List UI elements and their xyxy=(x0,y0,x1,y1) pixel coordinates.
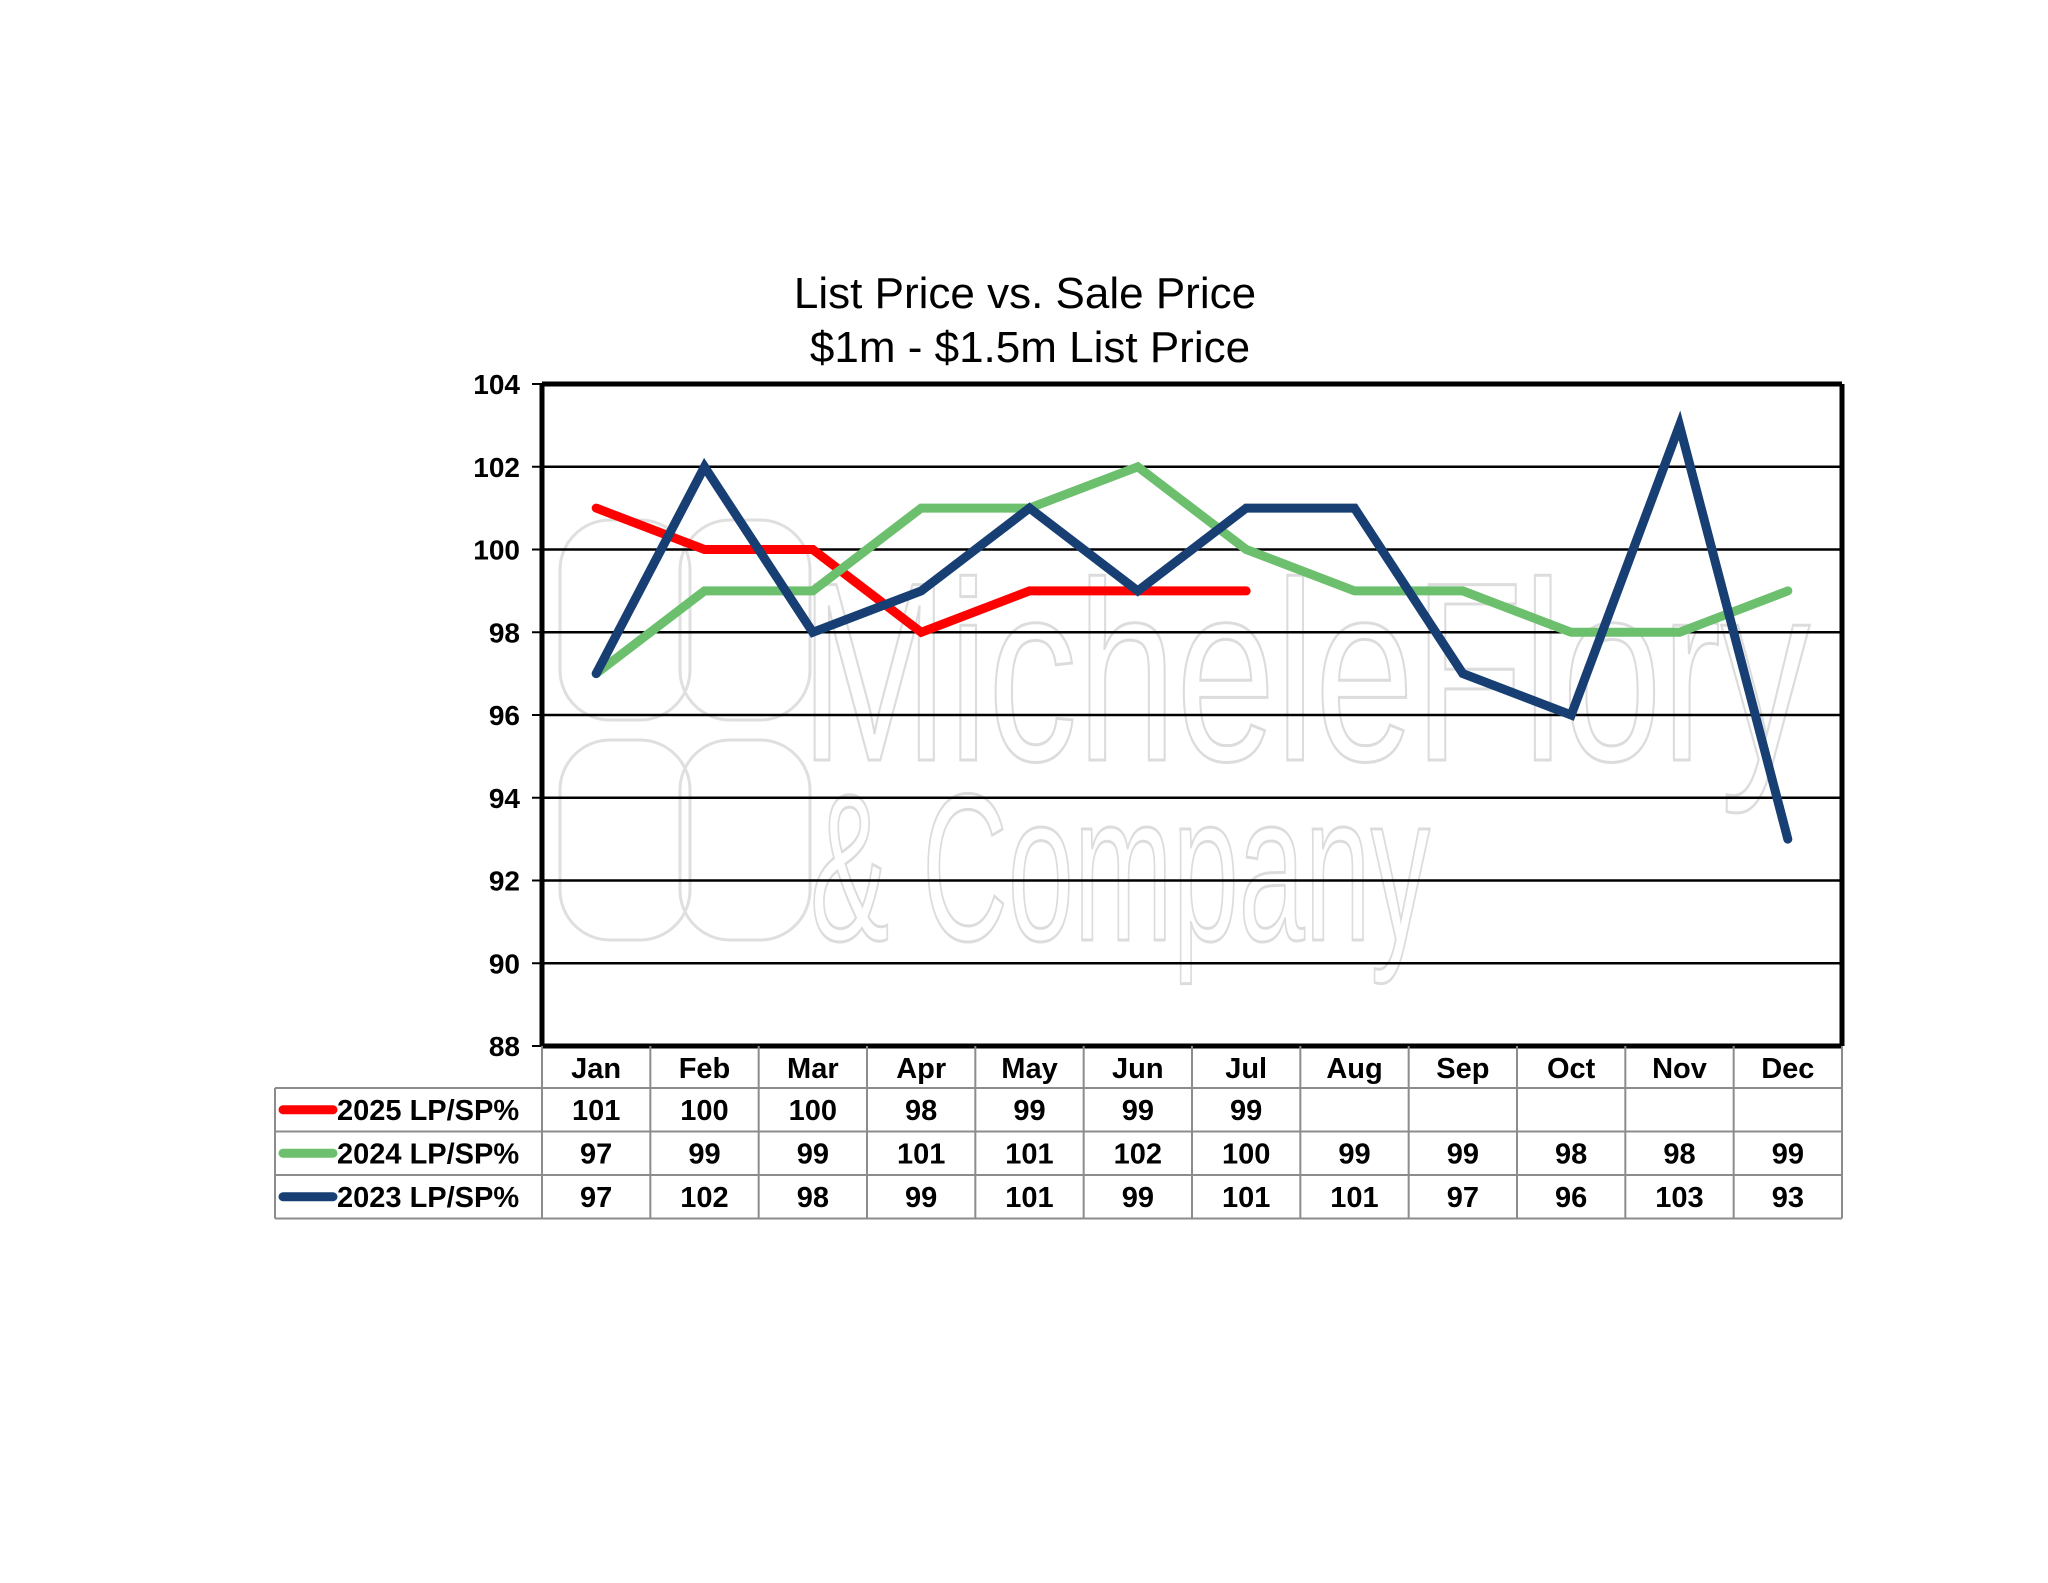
x-tick-label-feb: Feb xyxy=(679,1053,731,1085)
y-tick-label-88: 88 xyxy=(489,1031,520,1062)
x-tick-label-nov: Nov xyxy=(1652,1053,1707,1085)
data-label-0-1: 100 xyxy=(680,1095,728,1127)
data-label-2-7: 101 xyxy=(1330,1182,1378,1214)
data-label-0-6: 99 xyxy=(1230,1095,1262,1127)
data-label-0-2: 100 xyxy=(789,1095,837,1127)
data-label-0-3: 98 xyxy=(905,1095,937,1127)
x-tick-label-may: May xyxy=(1001,1053,1057,1085)
x-tick-label-aug: Aug xyxy=(1326,1053,1382,1085)
data-label-1-0: 97 xyxy=(580,1138,612,1170)
data-label-2-4: 101 xyxy=(1005,1182,1053,1214)
legend-label-0: 2025 LP/SP% xyxy=(337,1095,519,1127)
data-label-2-8: 97 xyxy=(1447,1182,1479,1214)
x-tick-label-sep: Sep xyxy=(1436,1053,1489,1085)
legend-label-2: 2023 LP/SP% xyxy=(337,1182,519,1214)
data-label-2-2: 98 xyxy=(797,1182,829,1214)
series-line-2 xyxy=(591,410,1793,844)
legend-label-1: 2024 LP/SP% xyxy=(337,1138,519,1170)
data-label-1-3: 101 xyxy=(897,1138,945,1170)
y-tick-label-94: 94 xyxy=(489,783,521,814)
watermark-emblem-icon xyxy=(558,518,812,942)
x-tick-label-jul: Jul xyxy=(1225,1053,1267,1085)
y-tick-label-104: 104 xyxy=(473,369,520,400)
data-label-1-2: 99 xyxy=(797,1138,829,1170)
y-tick-label-96: 96 xyxy=(489,700,520,731)
data-table: Jan Feb Mar Apr May Jun Jul Aug Sep Oct Nov Dec 2025… xyxy=(274,1046,1843,1220)
data-label-2-3: 99 xyxy=(905,1182,937,1214)
data-label-1-8: 99 xyxy=(1447,1138,1479,1170)
y-tick-label-98: 98 xyxy=(489,617,520,648)
data-label-2-5: 99 xyxy=(1122,1182,1154,1214)
y-tick-label-102: 102 xyxy=(473,452,520,483)
x-tick-label-apr: Apr xyxy=(896,1053,946,1085)
data-label-1-9: 98 xyxy=(1555,1138,1587,1170)
chart-subtitle: $1m - $1.5m List Price xyxy=(810,323,1250,372)
data-label-0-0: 101 xyxy=(572,1095,620,1127)
data-label-2-9: 96 xyxy=(1555,1182,1587,1214)
x-tick-label-dec: Dec xyxy=(1761,1053,1814,1085)
data-label-2-0: 97 xyxy=(580,1182,612,1214)
y-tick-label-92: 92 xyxy=(489,866,520,897)
data-label-2-6: 101 xyxy=(1222,1182,1270,1214)
x-tick-label-jun: Jun xyxy=(1112,1053,1164,1085)
data-label-1-6: 100 xyxy=(1222,1138,1270,1170)
data-label-1-1: 99 xyxy=(688,1138,720,1170)
data-label-2-10: 103 xyxy=(1655,1182,1703,1214)
data-label-2-11: 93 xyxy=(1772,1182,1804,1214)
data-label-1-7: 99 xyxy=(1338,1138,1370,1170)
data-label-0-4: 99 xyxy=(1013,1095,1045,1127)
data-label-1-5: 102 xyxy=(1114,1138,1162,1170)
x-tick-label-jan: Jan xyxy=(571,1053,621,1085)
y-tick-label-90: 90 xyxy=(489,948,520,979)
y-axis: 88 90 92 94 96 98 100 102 104 xyxy=(473,369,542,1062)
data-label-2-1: 102 xyxy=(680,1182,728,1214)
series-line-1 xyxy=(591,461,1793,679)
x-tick-label-mar: Mar xyxy=(787,1053,839,1085)
data-label-1-10: 98 xyxy=(1663,1138,1695,1170)
data-label-0-5: 99 xyxy=(1122,1095,1154,1127)
data-label-1-4: 101 xyxy=(1005,1138,1053,1170)
y-tick-label-100: 100 xyxy=(473,535,520,566)
chart-title: List Price vs. Sale Price xyxy=(794,269,1256,318)
watermark-line2: & Company xyxy=(810,750,1430,985)
x-tick-label-oct: Oct xyxy=(1547,1053,1596,1085)
data-label-1-11: 99 xyxy=(1772,1138,1804,1170)
series-lines xyxy=(591,410,1793,844)
